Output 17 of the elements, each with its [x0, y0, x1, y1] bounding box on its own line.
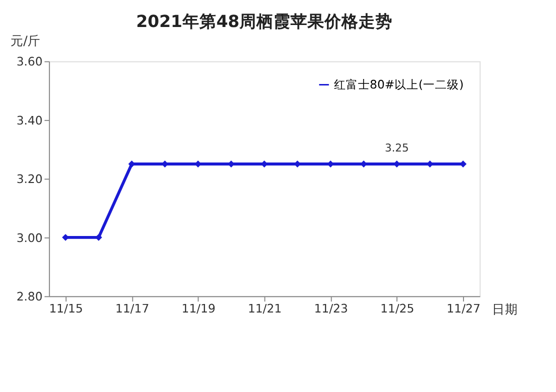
- x-axis-title: 日期: [492, 301, 518, 316]
- x-tick-label: 11/19: [182, 301, 216, 316]
- x-tick-label: 11/25: [380, 301, 414, 316]
- x-tick-label: 11/23: [314, 301, 348, 316]
- y-axis-title: 元/斤: [10, 33, 41, 48]
- y-tick-label: 3.20: [16, 172, 43, 186]
- x-tick-label: 11/27: [446, 301, 480, 316]
- y-tick-label: 3.00: [16, 230, 43, 245]
- y-tick-label: 2.80: [16, 290, 43, 304]
- x-tick-label: 11/21: [248, 301, 282, 316]
- y-tick-label: 3.40: [16, 113, 43, 128]
- x-tick-label: 11/15: [49, 301, 83, 316]
- x-tick-label: 11/17: [115, 301, 150, 316]
- legend-label: 红富士80#以上(一二级): [334, 78, 464, 92]
- chart-title: 2021年第48周栖霞苹果价格走势: [136, 12, 392, 31]
- y-tick-label: 3.60: [16, 54, 43, 69]
- data-label: 3.25: [384, 141, 409, 154]
